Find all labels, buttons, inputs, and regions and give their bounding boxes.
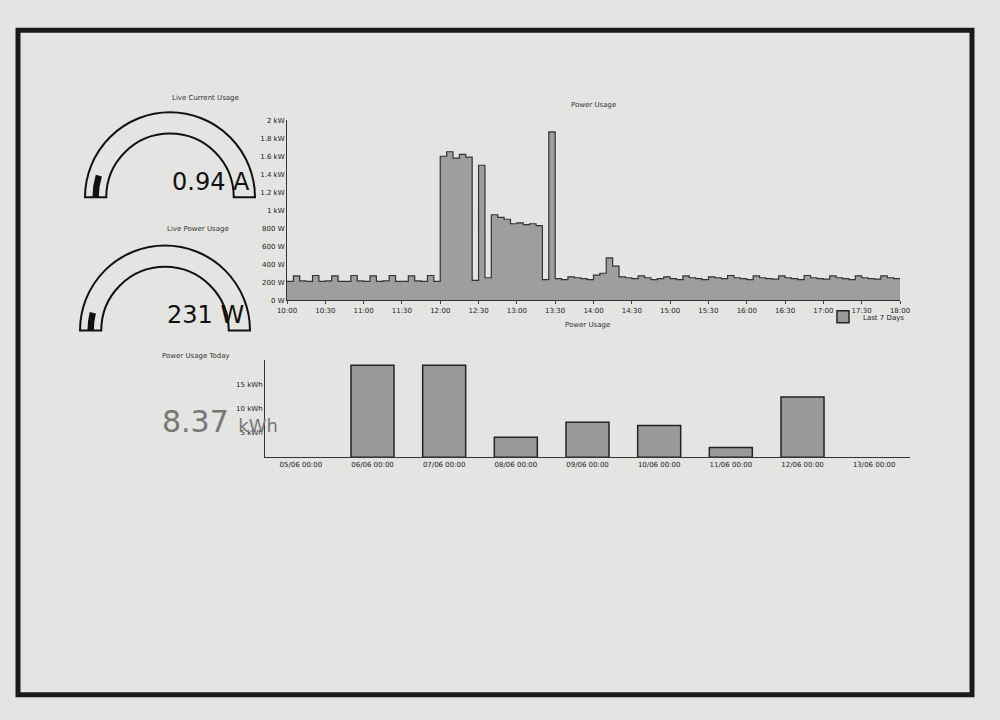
svg-text:11:30: 11:30 [392, 307, 412, 315]
svg-text:11/06 00:00: 11/06 00:00 [710, 461, 753, 469]
svg-text:12:30: 12:30 [468, 307, 488, 315]
svg-text:17:30: 17:30 [851, 306, 872, 315]
svg-text:10:00: 10:00 [277, 307, 297, 315]
svg-text:5 kWh: 5 kWh [241, 429, 263, 437]
svg-text:8.37 kWh: 8.37 kWh [162, 404, 278, 439]
svg-text:14:30: 14:30 [622, 307, 642, 315]
svg-text:400 W: 400 W [262, 261, 285, 269]
svg-text:13/06 00:00: 13/06 00:00 [853, 461, 896, 469]
svg-text:Power Usage: Power Usage [565, 321, 610, 329]
svg-text:06/06 00:00: 06/06 00:00 [351, 461, 394, 469]
svg-text:2 kW: 2 kW [267, 117, 285, 125]
svg-text:Last 7 Days: Last 7 Days [863, 314, 904, 322]
svg-text:Power Usage Today: Power Usage Today [162, 352, 230, 360]
svg-text:10/06 00:00: 10/06 00:00 [638, 461, 681, 469]
svg-text:16:00: 16:00 [737, 307, 757, 315]
svg-text:15 kWh: 15 kWh [236, 381, 263, 389]
svg-text:17:00: 17:00 [813, 307, 833, 315]
svg-text:800 W: 800 W [262, 225, 285, 233]
svg-text:13:00: 13:00 [507, 307, 527, 315]
svg-text:1.8 kW: 1.8 kW [260, 135, 284, 143]
svg-text:07/06 00:00: 07/06 00:00 [423, 461, 466, 469]
svg-text:15:30: 15:30 [698, 307, 718, 315]
svg-text:0.94 A: 0.94 A [172, 168, 250, 196]
svg-text:09/06 00:00: 09/06 00:00 [566, 461, 609, 469]
svg-text:12/06 00:00: 12/06 00:00 [781, 461, 824, 469]
svg-text:14:00: 14:00 [583, 307, 603, 315]
svg-text:200 W: 200 W [262, 279, 285, 287]
svg-text:1 kW: 1 kW [267, 207, 285, 215]
svg-text:16:30: 16:30 [775, 307, 795, 315]
svg-text:1.2 kW: 1.2 kW [260, 189, 284, 197]
svg-text:13:30: 13:30 [545, 307, 565, 315]
svg-text:08/06 00:00: 08/06 00:00 [495, 461, 538, 469]
svg-text:1.6 kW: 1.6 kW [260, 153, 284, 161]
svg-text:11:00: 11:00 [354, 307, 374, 315]
svg-text:1.4 kW: 1.4 kW [260, 171, 284, 179]
svg-text:0 W: 0 W [271, 297, 285, 305]
svg-text:18:00: 18:00 [889, 306, 911, 315]
svg-text:15:00: 15:00 [660, 307, 680, 315]
svg-text:Live Current Usage: Live Current Usage [172, 94, 239, 102]
svg-text:12:00: 12:00 [430, 307, 450, 315]
svg-text:Power Usage: Power Usage [571, 101, 616, 109]
svg-text:Live Power Usage: Live Power Usage [167, 225, 229, 233]
svg-text:05/06 00:00: 05/06 00:00 [280, 461, 323, 469]
svg-text:10 kWh: 10 kWh [236, 405, 263, 413]
svg-text:231 W: 231 W [167, 301, 244, 329]
svg-text:600 W: 600 W [262, 243, 285, 251]
svg-text:10:30: 10:30 [315, 307, 335, 315]
